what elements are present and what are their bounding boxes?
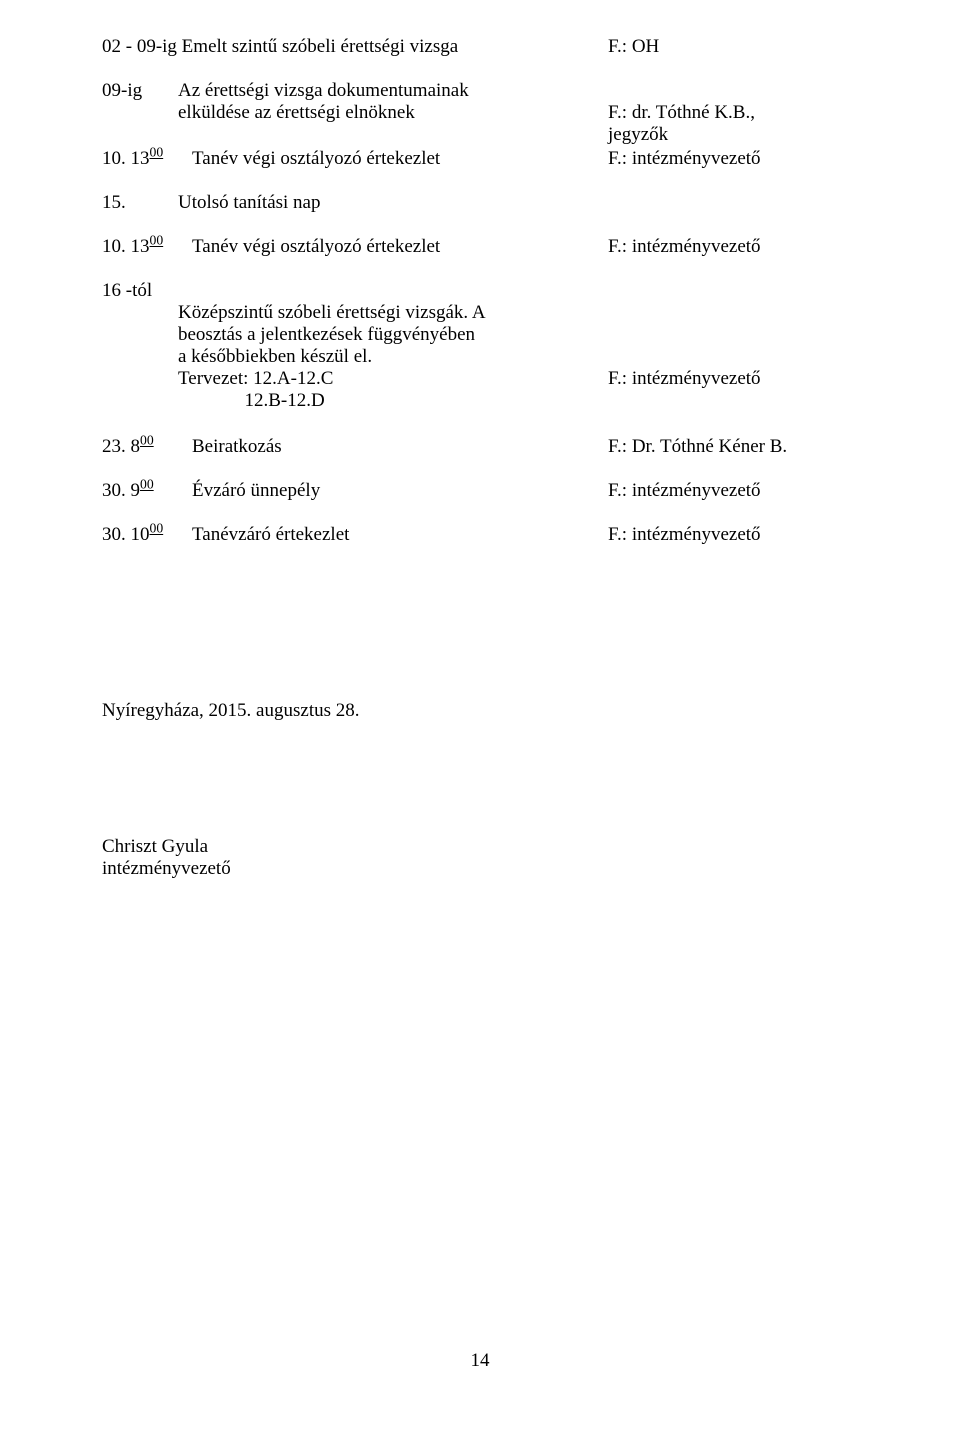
signature-name: Chriszt Gyula [102, 836, 231, 858]
page-number: 14 [0, 1350, 960, 1372]
responsible: F.: intézményvezető [608, 302, 872, 412]
date-label: 23. 800 [102, 436, 192, 458]
text-line: F.: dr. Tóthné K.B., [608, 102, 872, 124]
page: 02 - 09-ig Emelt szintű szóbeli érettség… [0, 0, 960, 1442]
row-mid-oral: 16 -tól [102, 280, 872, 302]
date-label: 09-ig [102, 80, 178, 146]
superscript: 00 [140, 477, 154, 492]
text-line: 10. 13 [102, 148, 150, 169]
row-doc-send: 09-ig Az érettségi vizsga dokumentumaina… [102, 80, 872, 146]
text-line: Nyíregyháza, 2015. augusztus 28. [102, 700, 360, 722]
superscript: 00 [140, 433, 154, 448]
spacer [102, 302, 178, 412]
signature-title: intézményvezető [102, 858, 231, 880]
row-class-meeting-1: 10. 1300 Tanév végi osztályozó értekezle… [102, 148, 872, 170]
text-line: beosztás a jelentkezések függvényében [178, 324, 608, 346]
responsible: F.: dr. Tóthné K.B., jegyzők [608, 80, 872, 146]
date-label: 30. 900 [102, 480, 192, 502]
text-line: Középszintű szóbeli érettségi vizsgák. A [178, 302, 608, 324]
desc: Tanév végi osztályozó értekezlet [192, 236, 608, 258]
sig-block: Chriszt Gyula intézményvezető [102, 836, 231, 880]
date-label: 16 -tól [102, 280, 178, 302]
row-last-day: 15. Utolsó tanítási nap [102, 192, 872, 214]
superscript: 00 [150, 233, 164, 248]
desc: Beiratkozás [192, 436, 608, 458]
text-line [608, 346, 872, 368]
row-closing-ceremony: 30. 900 Évzáró ünnepély F.: intézményvez… [102, 480, 872, 502]
superscript: 00 [150, 521, 164, 536]
text-line: a későbbiekben készül el. [178, 346, 608, 368]
row-enrollment: 23. 800 Beiratkozás F.: Dr. Tóthné Kéner… [102, 436, 872, 458]
responsible: F.: intézményvezető [608, 148, 872, 170]
row-mid-oral-desc: Középszintű szóbeli érettségi vizsgák. A… [102, 302, 872, 412]
text-line [608, 80, 872, 102]
date-label: 30. 1000 [102, 524, 192, 546]
date-label: 10. 1300 [102, 148, 192, 170]
desc: Középszintű szóbeli érettségi vizsgák. A… [178, 302, 608, 412]
text-line: 30. 9 [102, 480, 140, 501]
desc: Tanév végi osztályozó értekezlet [192, 148, 608, 170]
text-line: Az érettségi vizsga dokumentumainak [178, 80, 608, 102]
text-line: 30. 10 [102, 524, 150, 545]
row-year-closing: 30. 1000 Tanévzáró értekezlet F.: intézm… [102, 524, 872, 546]
responsible: F.: intézményvezető [608, 480, 872, 502]
text-line [608, 302, 872, 324]
text-line: F.: intézményvezető [608, 368, 872, 390]
desc: Évzáró ünnepély [192, 480, 608, 502]
signature: Chriszt Gyula intézményvezető [102, 836, 872, 880]
text-line: 12.B-12.D [178, 390, 608, 412]
desc: Az érettségi vizsga dokumentumainak elkü… [178, 80, 608, 146]
desc: Tanévzáró értekezlet [192, 524, 608, 546]
row-exam-advanced: 02 - 09-ig Emelt szintű szóbeli érettség… [102, 36, 872, 58]
text-line [608, 324, 872, 346]
date-label: 15. [102, 192, 178, 214]
desc: Utolsó tanítási nap [178, 192, 608, 214]
date-label: 10. 1300 [102, 236, 192, 258]
superscript: 00 [150, 145, 164, 160]
responsible: F.: Dr. Tóthné Kéner B. [608, 436, 872, 458]
responsible: F.: intézményvezető [608, 524, 872, 546]
row-class-meeting-2: 10. 1300 Tanév végi osztályozó értekezle… [102, 236, 872, 258]
text-line: elküldése az érettségi elnöknek [178, 102, 608, 124]
text-line: 10. 13 [102, 236, 150, 257]
text-line: 02 - 09-ig Emelt szintű szóbeli érettség… [102, 36, 608, 58]
responsible: F.: intézményvezető [608, 236, 872, 258]
place-date: Nyíregyháza, 2015. augusztus 28. [102, 700, 872, 722]
text-line: 23. 8 [102, 436, 140, 457]
text-line: Tervezet: 12.A-12.C [178, 368, 608, 390]
responsible: F.: OH [608, 36, 872, 58]
text-line: jegyzők [608, 124, 872, 146]
